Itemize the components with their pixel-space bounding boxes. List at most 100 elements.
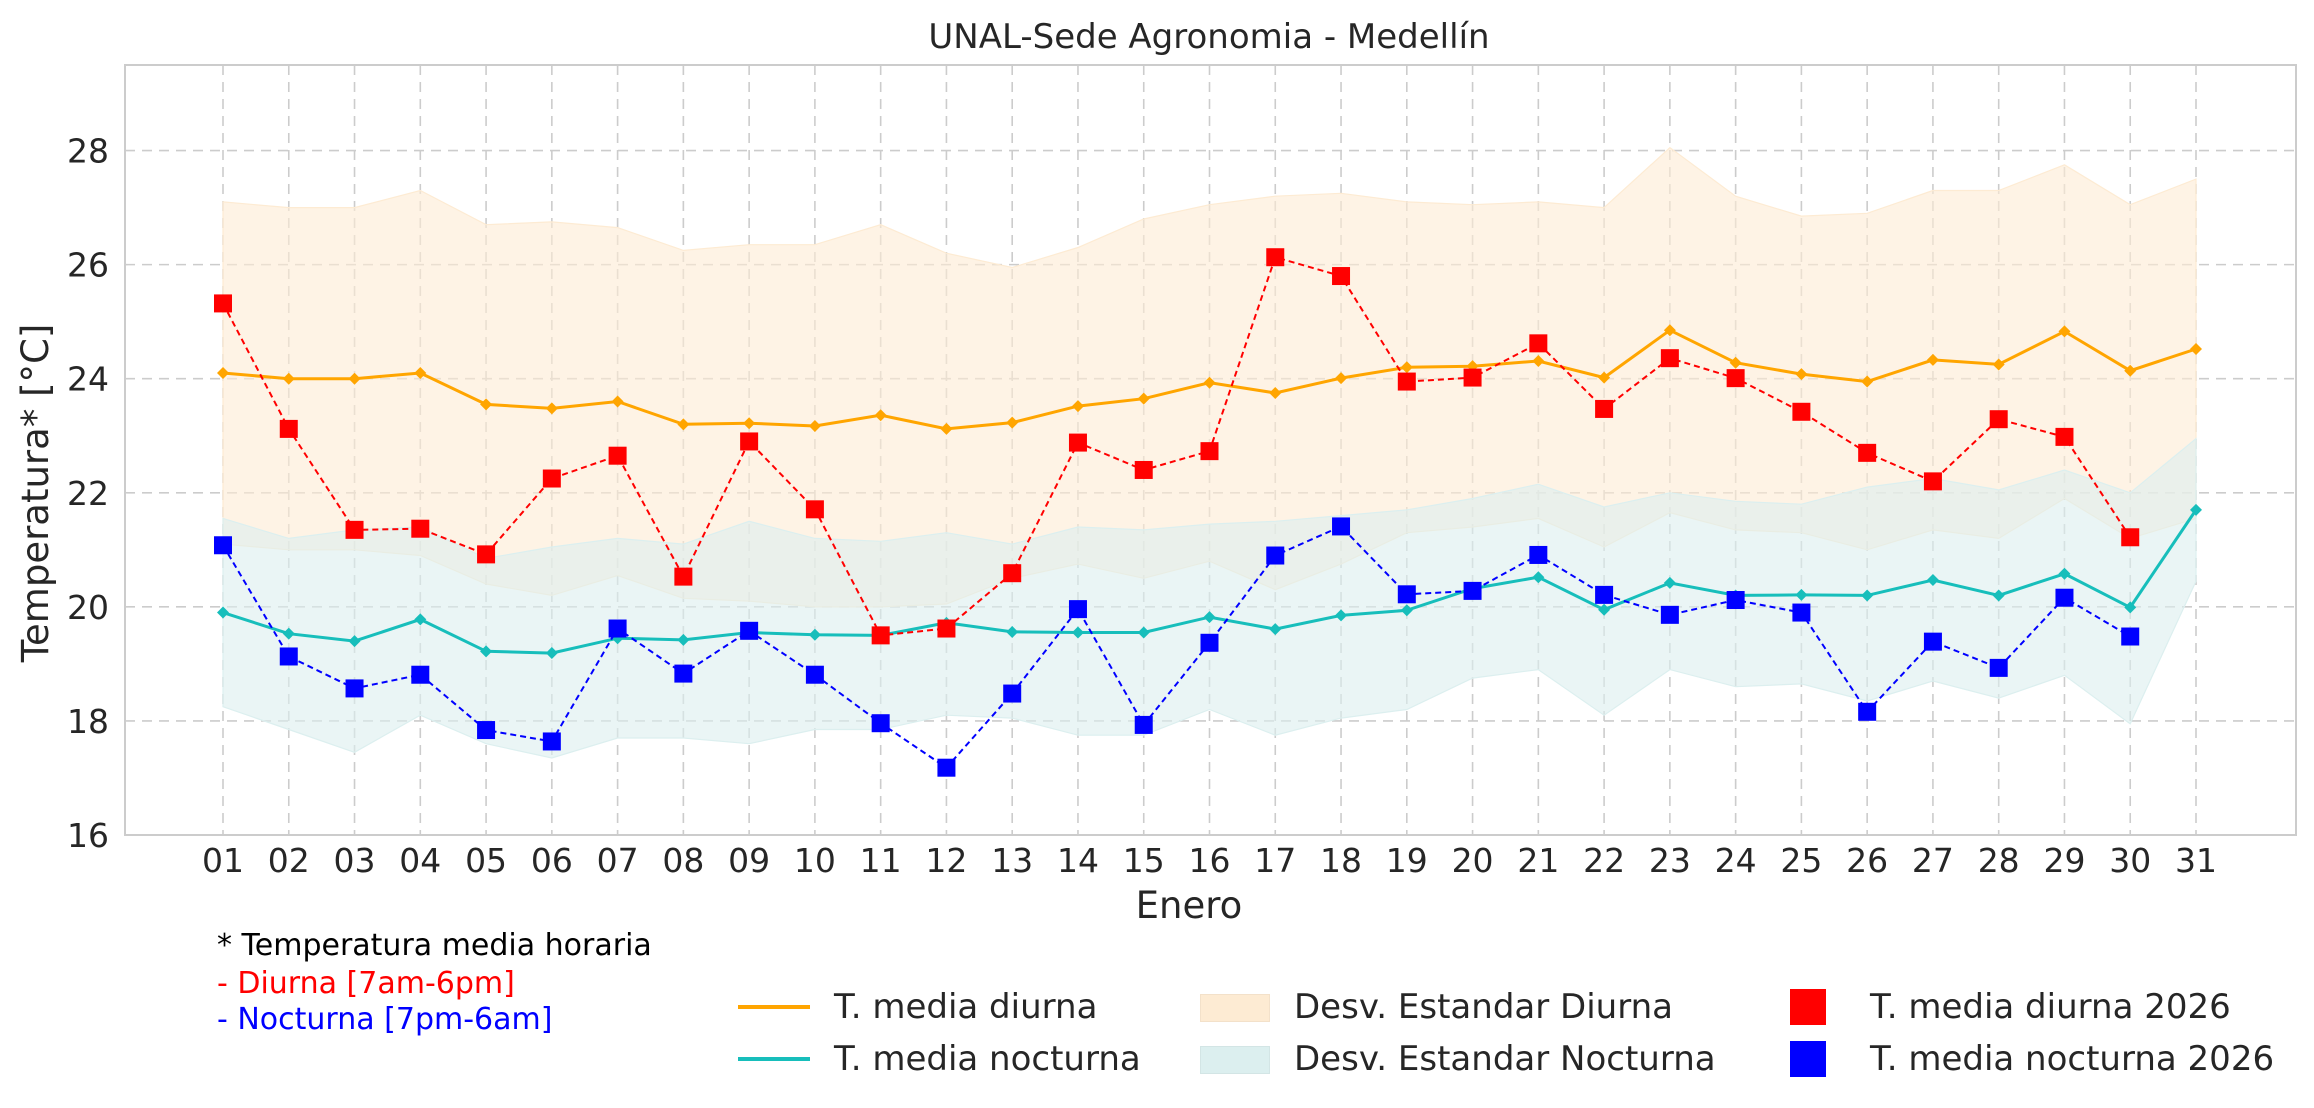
point-t-media-diurna-2026	[1726, 369, 1745, 388]
point-t-media-diurna-2026	[937, 619, 956, 638]
x-tick-label: 23	[1649, 841, 1691, 880]
point-t-media-diurna-2026	[345, 520, 364, 539]
point-t-media-nocturna-2026	[608, 619, 627, 638]
x-tick-label: 21	[1517, 841, 1559, 880]
legend-label: T. media diurna 2026	[1870, 987, 2231, 1027]
point-t-media-nocturna	[545, 647, 558, 660]
point-t-media-nocturna-2026	[674, 664, 693, 683]
point-t-media-diurna-2026	[1660, 349, 1679, 368]
point-t-media-diurna-2026	[1266, 248, 1285, 267]
x-tick-label: 13	[991, 841, 1033, 880]
point-t-media-diurna-2026	[608, 446, 627, 465]
point-t-media-nocturna-2026	[1463, 581, 1482, 600]
legend-label: Desv. Estandar Nocturna	[1294, 1039, 1716, 1079]
point-t-media-diurna	[282, 372, 295, 385]
point-t-media-diurna	[743, 417, 756, 430]
x-tick-label: 19	[1386, 841, 1428, 880]
y-tick-label: 26	[67, 246, 109, 285]
y-tick-label: 20	[67, 588, 109, 627]
point-t-media-nocturna-2026	[740, 621, 759, 640]
point-t-media-nocturna-2026	[1792, 603, 1811, 622]
point-t-media-diurna	[1532, 355, 1545, 368]
square-marker-icon	[1790, 1041, 1826, 1077]
point-t-media-diurna-2026	[1134, 460, 1153, 479]
y-tick-label: 18	[67, 702, 109, 741]
x-tick-label: 10	[794, 841, 836, 880]
point-t-media-nocturna	[1203, 611, 1216, 624]
point-t-media-nocturna	[808, 628, 821, 641]
point-t-media-diurna-2026	[2055, 427, 2074, 446]
point-t-media-nocturna-2026	[542, 732, 561, 751]
x-tick-label: 15	[1123, 841, 1165, 880]
legend-label: T. media diurna	[834, 987, 1098, 1027]
point-t-media-diurna-2026	[1792, 402, 1811, 421]
point-t-media-diurna-2026	[1463, 368, 1482, 387]
point-t-media-nocturna	[1926, 574, 1939, 587]
x-tick-label: 26	[1846, 841, 1888, 880]
x-tick-label: 11	[860, 841, 902, 880]
x-tick-label: 31	[2175, 841, 2217, 880]
point-t-media-nocturna-2026	[1397, 585, 1416, 604]
point-t-media-nocturna-2026	[1332, 517, 1351, 536]
point-t-media-nocturna-2026	[1989, 658, 2008, 677]
point-t-media-nocturna-2026	[1266, 546, 1285, 565]
line-t-media-nocturna-2026	[222, 525, 2131, 770]
point-t-media-diurna-2026	[214, 294, 232, 313]
point-t-media-nocturna	[1137, 626, 1150, 639]
point-t-media-diurna	[1992, 358, 2005, 371]
x-tick-label: 20	[1452, 841, 1494, 880]
legend-item-nocturnal-mean: T. media nocturna	[738, 1039, 1158, 1079]
plot-frame	[124, 64, 2297, 836]
point-t-media-diurna-2026	[1003, 564, 1022, 583]
point-t-media-diurna-2026	[1923, 472, 1942, 491]
point-t-media-diurna-2026	[1858, 443, 1877, 462]
x-tick-label: 12	[925, 841, 967, 880]
point-t-media-nocturna	[2190, 503, 2202, 516]
point-t-media-diurna-2026	[411, 519, 430, 538]
point-t-media-nocturna	[348, 635, 361, 648]
point-t-media-nocturna-2026	[411, 665, 430, 684]
point-t-media-diurna-2026	[1332, 267, 1351, 286]
point-t-media-diurna	[1926, 353, 1939, 366]
point-t-media-nocturna-2026	[1923, 632, 1942, 651]
point-t-media-nocturna	[1071, 626, 1084, 639]
legend-item-nocturnal-2026: T. media nocturna 2026	[1790, 1039, 2290, 1079]
point-t-media-nocturna	[1335, 609, 1348, 622]
point-t-media-diurna	[414, 367, 427, 379]
x-tick-label: 18	[1320, 841, 1362, 880]
point-t-media-diurna	[2190, 343, 2202, 356]
point-t-media-nocturna	[480, 645, 493, 658]
point-t-media-diurna-2026	[1989, 410, 2008, 429]
legend-item-nocturnal-std: Desv. Estandar Nocturna	[1200, 1039, 1720, 1079]
point-t-media-nocturna	[1400, 604, 1413, 617]
footnote-diurnal: - Diurna [7am-6pm]	[217, 966, 515, 1001]
x-tick-label: 29	[2043, 841, 2085, 880]
point-t-media-diurna	[1269, 386, 1282, 399]
y-tick-label: 16	[67, 816, 109, 855]
point-t-media-nocturna-2026	[1595, 585, 1614, 604]
point-t-media-nocturna-2026	[1660, 605, 1679, 624]
x-tick-label: 25	[1780, 841, 1822, 880]
x-tick-label: 24	[1715, 841, 1757, 880]
x-tick-label: 30	[2109, 841, 2151, 880]
point-t-media-nocturna	[2124, 601, 2137, 614]
x-tick-label: 06	[531, 841, 573, 880]
x-tick-label: 09	[728, 841, 770, 880]
point-t-media-diurna-2026	[805, 500, 824, 519]
point-t-media-nocturna	[1269, 623, 1282, 636]
x-tick-label: 22	[1583, 841, 1625, 880]
point-t-media-diurna	[2124, 364, 2137, 377]
legend-label: Desv. Estandar Diurna	[1294, 987, 1673, 1027]
point-t-media-diurna	[2058, 325, 2071, 338]
point-t-media-diurna	[1729, 356, 1742, 369]
point-t-media-diurna-2026	[1529, 334, 1548, 353]
point-t-media-nocturna-2026	[2055, 588, 2074, 607]
point-t-media-diurna	[1137, 392, 1150, 405]
point-t-media-nocturna	[282, 627, 295, 640]
point-t-media-nocturna	[1663, 576, 1676, 589]
point-t-media-nocturna	[1598, 603, 1611, 616]
legend-line-icon	[738, 1057, 810, 1061]
point-t-media-nocturna	[217, 606, 229, 619]
x-tick-label: 04	[399, 841, 441, 880]
x-tick-label: 01	[202, 841, 244, 880]
